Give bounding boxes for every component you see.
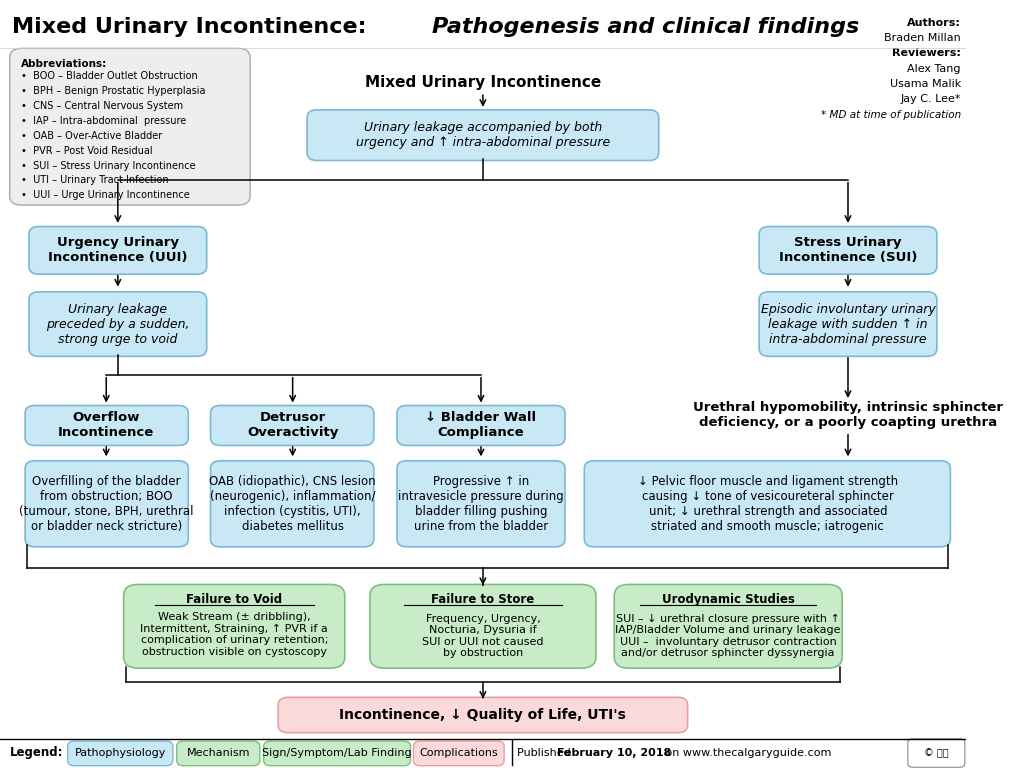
Text: Sign/Symptom/Lab Finding: Sign/Symptom/Lab Finding xyxy=(262,748,412,759)
Text: Detrusor
Overactivity: Detrusor Overactivity xyxy=(247,412,338,439)
FancyBboxPatch shape xyxy=(124,584,345,668)
Text: ↓ Bladder Wall
Compliance: ↓ Bladder Wall Compliance xyxy=(425,412,537,439)
FancyBboxPatch shape xyxy=(585,461,950,547)
FancyBboxPatch shape xyxy=(307,110,658,161)
FancyBboxPatch shape xyxy=(397,406,565,445)
Text: •  CNS – Central Nervous System: • CNS – Central Nervous System xyxy=(22,101,183,111)
Text: Urgency Urinary
Incontinence (UUI): Urgency Urinary Incontinence (UUI) xyxy=(48,237,187,264)
FancyBboxPatch shape xyxy=(614,584,842,668)
Text: Braden Millan: Braden Millan xyxy=(885,33,961,43)
FancyBboxPatch shape xyxy=(29,292,207,356)
FancyBboxPatch shape xyxy=(177,741,260,766)
Text: February 10, 2018: February 10, 2018 xyxy=(557,748,672,759)
FancyBboxPatch shape xyxy=(68,741,173,766)
Text: Published: Published xyxy=(517,748,574,759)
Text: Episodic involuntary urinary
leakage with sudden ↑ in
intra-abdominal pressure: Episodic involuntary urinary leakage wit… xyxy=(761,303,935,346)
Text: OAB (idiopathic), CNS lesion
(neurogenic), inflammation/
infection (cystitis, UT: OAB (idiopathic), CNS lesion (neurogenic… xyxy=(209,475,376,533)
Text: Overfilling of the bladder
from obstruction; BOO
(tumour, stone, BPH, urethral
o: Overfilling of the bladder from obstruct… xyxy=(19,475,194,533)
FancyBboxPatch shape xyxy=(29,227,207,274)
Text: Incontinence, ↓ Quality of Life, UTI's: Incontinence, ↓ Quality of Life, UTI's xyxy=(340,708,627,722)
Text: Pathogenesis and clinical findings: Pathogenesis and clinical findings xyxy=(432,17,859,37)
FancyBboxPatch shape xyxy=(908,739,965,767)
Text: ↓ Pelvic floor muscle and ligament strength
causing ↓ tone of vesicoureteral sph: ↓ Pelvic floor muscle and ligament stren… xyxy=(638,475,898,533)
Text: Abbreviations:: Abbreviations: xyxy=(22,59,108,69)
Text: Urethral hypomobility, intrinsic sphincter
deficiency, or a poorly coapting uret: Urethral hypomobility, intrinsic sphinct… xyxy=(693,401,1002,429)
FancyBboxPatch shape xyxy=(26,406,188,445)
Text: •  UTI – Urinary Tract Infection: • UTI – Urinary Tract Infection xyxy=(22,175,169,186)
Text: •  UUI – Urge Urinary Incontinence: • UUI – Urge Urinary Incontinence xyxy=(22,190,190,200)
Text: •  BPH – Benign Prostatic Hyperplasia: • BPH – Benign Prostatic Hyperplasia xyxy=(22,85,206,96)
FancyBboxPatch shape xyxy=(414,741,504,766)
Text: •  IAP – Intra-abdominal  pressure: • IAP – Intra-abdominal pressure xyxy=(22,115,186,126)
Text: Legend:: Legend: xyxy=(9,746,63,759)
Text: Complications: Complications xyxy=(420,748,498,759)
FancyBboxPatch shape xyxy=(263,741,411,766)
Text: © ⓈⓈ: © ⓈⓈ xyxy=(924,748,948,759)
Text: Urodynamic Studies: Urodynamic Studies xyxy=(662,594,795,606)
Text: •  SUI – Stress Urinary Incontinence: • SUI – Stress Urinary Incontinence xyxy=(22,161,196,170)
Text: Urinary leakage
preceded by a sudden,
strong urge to void: Urinary leakage preceded by a sudden, st… xyxy=(46,303,189,346)
FancyBboxPatch shape xyxy=(9,48,250,205)
Text: Mixed Urinary Incontinence:: Mixed Urinary Incontinence: xyxy=(11,17,374,37)
Text: •  PVR – Post Void Residual: • PVR – Post Void Residual xyxy=(22,146,153,156)
Text: Usama Malik: Usama Malik xyxy=(890,79,961,89)
Text: Failure to Void: Failure to Void xyxy=(186,594,283,606)
FancyBboxPatch shape xyxy=(211,406,374,445)
FancyBboxPatch shape xyxy=(759,292,937,356)
Text: •  OAB – Over-Active Bladder: • OAB – Over-Active Bladder xyxy=(22,131,163,141)
Text: •  BOO – Bladder Outlet Obstruction: • BOO – Bladder Outlet Obstruction xyxy=(22,71,198,81)
Text: Frequency, Urgency,
Nocturia, Dysuria if
SUI or UUI not caused
by obstruction: Frequency, Urgency, Nocturia, Dysuria if… xyxy=(422,614,544,658)
Text: Overflow
Incontinence: Overflow Incontinence xyxy=(58,412,155,439)
Text: Progressive ↑ in
intravesicle pressure during
bladder filling pushing
urine from: Progressive ↑ in intravesicle pressure d… xyxy=(398,475,564,533)
Text: Alex Tang: Alex Tang xyxy=(907,64,961,74)
FancyBboxPatch shape xyxy=(397,461,565,547)
FancyBboxPatch shape xyxy=(26,461,188,547)
FancyBboxPatch shape xyxy=(759,227,937,274)
Text: on www.thecalgaryguide.com: on www.thecalgaryguide.com xyxy=(662,748,830,759)
Text: Jay C. Lee*: Jay C. Lee* xyxy=(900,94,961,104)
Text: Failure to Store: Failure to Store xyxy=(431,594,535,606)
Text: Stress Urinary
Incontinence (SUI): Stress Urinary Incontinence (SUI) xyxy=(779,237,918,264)
FancyBboxPatch shape xyxy=(279,697,688,733)
Text: Pathophysiology: Pathophysiology xyxy=(75,748,167,759)
Text: SUI – ↓ urethral closure pressure with ↑
IAP/Bladder Volume and urinary leakage
: SUI – ↓ urethral closure pressure with ↑… xyxy=(615,614,841,658)
FancyBboxPatch shape xyxy=(211,461,374,547)
Text: Mixed Urinary Incontinence: Mixed Urinary Incontinence xyxy=(365,74,601,90)
Text: Urinary leakage accompanied by both
urgency and ↑ intra-abdominal pressure: Urinary leakage accompanied by both urge… xyxy=(355,121,610,149)
Text: * MD at time of publication: * MD at time of publication xyxy=(821,110,961,120)
Text: Weak Stream (± dribbling),
Intermittent, Straining, ↑ PVR if a
complication of u: Weak Stream (± dribbling), Intermittent,… xyxy=(140,612,328,657)
Text: Mechanism: Mechanism xyxy=(186,748,250,759)
Text: Reviewers:: Reviewers: xyxy=(892,48,961,58)
Text: Authors:: Authors: xyxy=(907,18,961,28)
FancyBboxPatch shape xyxy=(370,584,596,668)
